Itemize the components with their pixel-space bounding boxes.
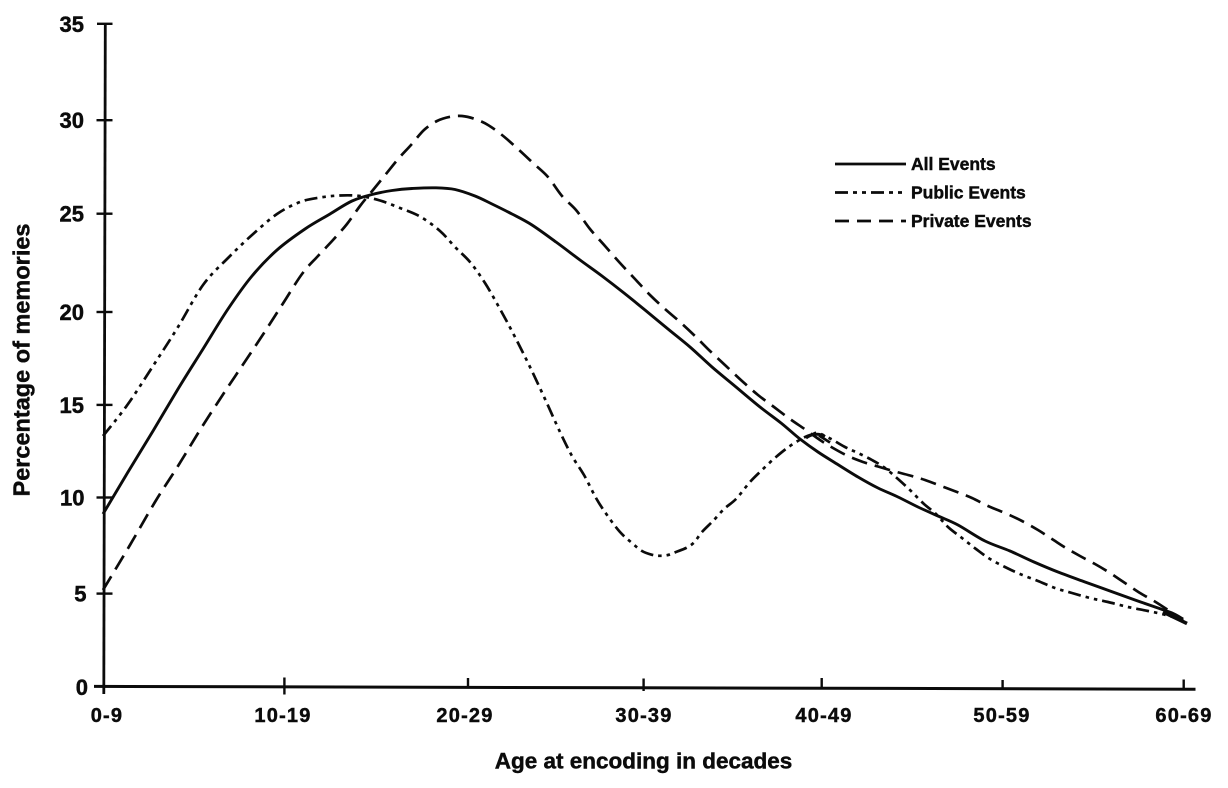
svg-text:5: 5 [74, 582, 86, 607]
svg-text:10: 10 [60, 486, 84, 511]
svg-text:All Events: All Events [911, 154, 996, 174]
svg-text:40-49: 40-49 [795, 705, 852, 727]
svg-text:10-19: 10-19 [254, 705, 311, 727]
svg-text:25: 25 [60, 202, 84, 227]
svg-text:35: 35 [60, 12, 84, 37]
svg-text:Age at encoding in decades: Age at encoding in decades [495, 749, 793, 774]
svg-text:15: 15 [60, 393, 84, 418]
svg-text:30: 30 [60, 108, 84, 133]
svg-text:0: 0 [76, 675, 88, 700]
svg-text:60-69: 60-69 [1155, 705, 1212, 727]
svg-text:Private Events: Private Events [911, 211, 1032, 231]
svg-text:20: 20 [60, 300, 84, 325]
svg-text:Public Events: Public Events [911, 183, 1026, 203]
svg-text:30-39: 30-39 [615, 705, 672, 727]
svg-text:0-9: 0-9 [91, 705, 124, 727]
svg-text:Percentage of memories: Percentage of memories [9, 224, 35, 497]
svg-text:20-29: 20-29 [436, 705, 493, 727]
svg-text:50-59: 50-59 [973, 705, 1030, 727]
